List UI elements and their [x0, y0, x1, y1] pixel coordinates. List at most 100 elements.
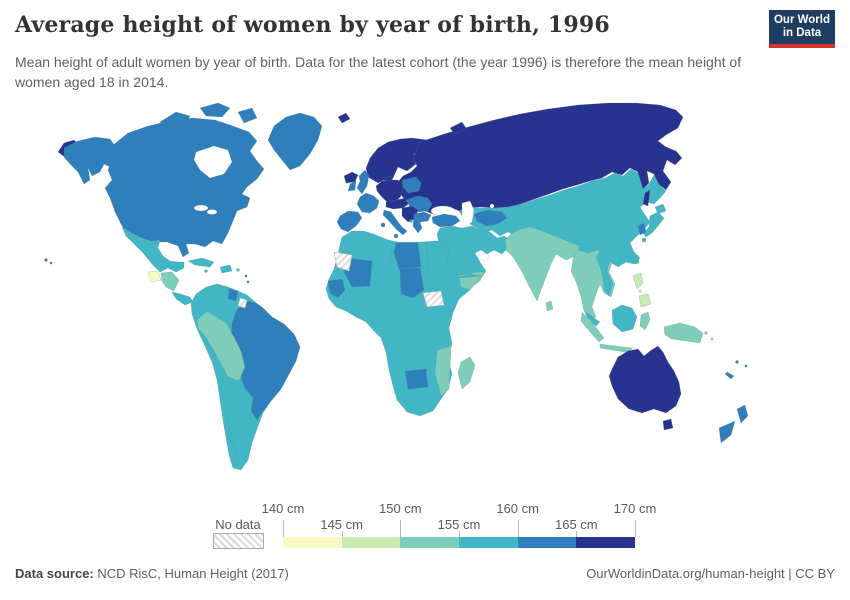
region-botswana[interactable] — [404, 368, 429, 390]
owid-logo[interactable]: Our World in Data — [769, 10, 835, 48]
region-sri-lanka[interactable] — [545, 300, 554, 312]
region-sardinia[interactable] — [380, 222, 386, 228]
legend-bin-150-155 cm[interactable] — [400, 537, 460, 548]
region-netherlands-germany[interactable] — [375, 179, 404, 204]
region-south-sudan-no-data[interactable] — [422, 290, 445, 308]
legend-no-data-swatch[interactable] — [213, 533, 264, 549]
region-czech-austria[interactable] — [385, 197, 411, 210]
region-hispaniola[interactable] — [219, 264, 233, 274]
region-senegal-guinea[interactable] — [327, 278, 346, 299]
region-new-zealand-south[interactable] — [718, 420, 736, 444]
legend-bin-155-160 cm[interactable] — [459, 537, 518, 548]
caspian-sea — [461, 200, 475, 227]
region-libya[interactable] — [393, 242, 422, 270]
region-chad[interactable] — [399, 267, 425, 299]
region-vietnam[interactable] — [595, 250, 614, 297]
legend-bin-160-165 cm[interactable] — [517, 537, 577, 548]
legend-bin-145-150 cm[interactable] — [341, 537, 401, 548]
region-somalia[interactable] — [458, 275, 482, 291]
region-taiwan[interactable] — [633, 254, 640, 265]
region-philippines-luzon[interactable] — [632, 272, 644, 290]
legend-label-160cm: 160 cm — [496, 501, 539, 516]
region-costa-rica-panama[interactable] — [171, 291, 194, 306]
region-iberia[interactable] — [336, 210, 363, 233]
legend-tick — [283, 520, 284, 537]
region-arctic-island-1[interactable] — [159, 111, 191, 129]
region-mauritania-no-data[interactable] — [333, 251, 353, 272]
region-india-pakistan[interactable] — [504, 226, 581, 302]
logo-line2: in Data — [782, 27, 822, 39]
region-hawaii[interactable] — [44, 258, 48, 262]
data-source-text: NCD RisC, Human Height (2017) — [93, 566, 289, 581]
world-map-svg[interactable] — [0, 88, 850, 500]
world-map[interactable] — [0, 88, 850, 500]
region-alaska[interactable] — [63, 136, 119, 185]
region-australia[interactable] — [608, 345, 682, 414]
region-antilles-2[interactable] — [246, 280, 250, 284]
region-svalbard[interactable] — [337, 112, 351, 124]
region-puerto-rico[interactable] — [236, 268, 240, 272]
region-philippines-visayas[interactable] — [638, 289, 642, 293]
region-japan-hokkaido[interactable] — [654, 203, 667, 215]
region-hawaii-2[interactable] — [49, 261, 53, 265]
region-french-guiana-no-data[interactable] — [237, 297, 248, 309]
region-mexico[interactable] — [121, 226, 185, 273]
legend-label-140cm: 140 cm — [261, 501, 305, 516]
legend-bin-165-170 cm[interactable] — [576, 537, 636, 548]
chart-footer: Data source: NCD RisC, Human Height (201… — [15, 566, 835, 581]
persian-gulf — [477, 251, 491, 263]
legend-tick — [341, 531, 343, 537]
legend-label-145cm: 145 cm — [320, 517, 363, 532]
region-new-zealand-north[interactable] — [736, 404, 749, 424]
region-italy[interactable] — [382, 209, 408, 236]
region-guyana[interactable] — [227, 288, 239, 302]
region-solomon-2[interactable] — [710, 337, 714, 341]
region-madagascar[interactable] — [457, 356, 476, 390]
region-bulgaria-greece[interactable] — [412, 211, 432, 234]
legend-tick — [576, 531, 578, 537]
legend-tick — [400, 520, 402, 537]
footer-link[interactable]: OurWorldinData.org/human-height | CC BY — [586, 566, 835, 581]
legend-bar[interactable] — [283, 537, 636, 548]
region-cuba[interactable] — [187, 257, 215, 268]
region-france[interactable] — [356, 192, 380, 214]
region-fiji-2[interactable] — [744, 364, 748, 368]
region-philippines-mindanao[interactable] — [638, 293, 652, 308]
region-mozambique-zambia[interactable] — [434, 345, 452, 397]
region-peru-bolivia-ecuador[interactable] — [196, 310, 246, 382]
region-japan-honshu[interactable] — [642, 211, 665, 238]
region-solomon[interactable] — [704, 331, 708, 335]
region-arctic-island-2[interactable] — [199, 102, 231, 118]
region-arctic-island-3[interactable] — [237, 107, 258, 124]
region-guatemala[interactable] — [147, 270, 162, 283]
region-borneo[interactable] — [611, 304, 638, 333]
legend-label-150cm: 150 cm — [379, 501, 422, 516]
region-honduras-nicaragua[interactable] — [160, 271, 180, 292]
legend-bin-140-145 cm[interactable] — [283, 537, 342, 548]
region-uk[interactable] — [356, 169, 370, 195]
region-new-caledonia[interactable] — [724, 371, 735, 380]
region-fiji[interactable] — [735, 360, 739, 364]
region-greenland[interactable] — [267, 112, 323, 171]
region-sakhalin[interactable] — [642, 189, 651, 207]
region-jamaica[interactable] — [204, 269, 208, 273]
region-antilles[interactable] — [244, 274, 248, 278]
region-sulawesi[interactable] — [639, 311, 651, 331]
region-turkmenistan-uzbek[interactable] — [473, 209, 508, 227]
region-albania[interactable] — [409, 219, 413, 223]
region-tasmania[interactable] — [662, 418, 674, 431]
region-novaya-zemlya[interactable] — [449, 121, 467, 135]
region-sumatra[interactable] — [580, 311, 605, 343]
region-japan-kyushu[interactable] — [641, 237, 647, 243]
region-iceland[interactable] — [343, 171, 359, 184]
region-south-korea[interactable] — [637, 222, 647, 236]
region-new-guinea[interactable] — [663, 322, 704, 344]
data-source: Data source: NCD RisC, Human Height (201… — [15, 566, 289, 581]
legend-label-170cm: 170 cm — [613, 501, 657, 516]
region-ireland[interactable] — [347, 180, 357, 192]
region-poland[interactable] — [401, 176, 422, 194]
region-arctic-island-4[interactable] — [184, 127, 203, 141]
region-turkey[interactable] — [431, 213, 461, 228]
region-sicily[interactable] — [393, 233, 399, 239]
